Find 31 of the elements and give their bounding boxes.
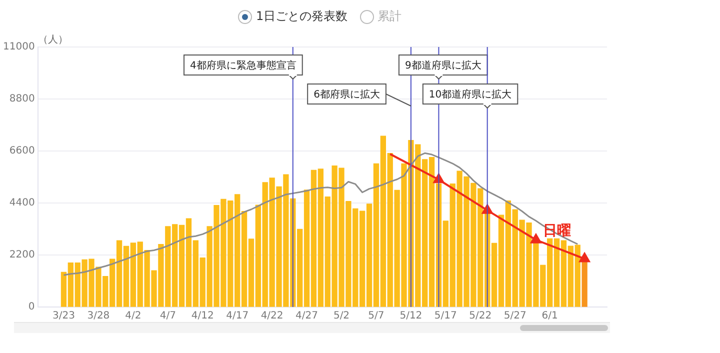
x-tick-label: 5/2 xyxy=(333,310,350,322)
annotation: 日曜 xyxy=(542,223,571,240)
ref-line-label: 9都道府県に拡大 xyxy=(404,60,482,72)
point xyxy=(579,252,590,262)
ref-line-label: 4都府県に緊急事態宣言 xyxy=(190,60,296,72)
x-tick-label: 5/7 xyxy=(368,310,384,322)
x-tick-label: 3/23 xyxy=(52,310,75,322)
y-tick-label: 11000 xyxy=(3,42,35,53)
x-tick-label: 4/17 xyxy=(226,310,249,322)
x-tick-label: 5/27 xyxy=(504,310,526,322)
y-axis-title: （人） xyxy=(38,34,68,46)
x-tick-label: 4/7 xyxy=(160,310,176,322)
x-tick-label: 4/22 xyxy=(260,310,284,322)
y-tick-label: 4400 xyxy=(9,198,35,209)
y-tick-label: 2200 xyxy=(9,250,35,261)
x-tick-label: 5/22 xyxy=(469,310,492,322)
x-tick-label: 4/12 xyxy=(191,310,214,322)
x-tick-label: 5/17 xyxy=(434,310,457,322)
text: 1日ごとの発表数 xyxy=(256,8,348,25)
y-tick-label: 6600 xyxy=(9,146,35,157)
x-tick-label: 6/1 xyxy=(542,310,558,322)
x-tick-label: 3/28 xyxy=(87,310,110,322)
x-tick-label: 4/27 xyxy=(296,310,318,322)
text: 累計 xyxy=(378,8,402,25)
y-tick-label: 8800 xyxy=(9,94,35,105)
ref-line-label: 6都府県に拡大 xyxy=(314,88,380,101)
x-tick-label: 5/12 xyxy=(400,310,422,322)
point xyxy=(530,234,542,244)
y-tick-label: 0 xyxy=(28,302,35,313)
ref-line-label: 10都道府県に拡大 xyxy=(428,88,512,101)
x-tick-label: 4/2 xyxy=(125,310,142,322)
